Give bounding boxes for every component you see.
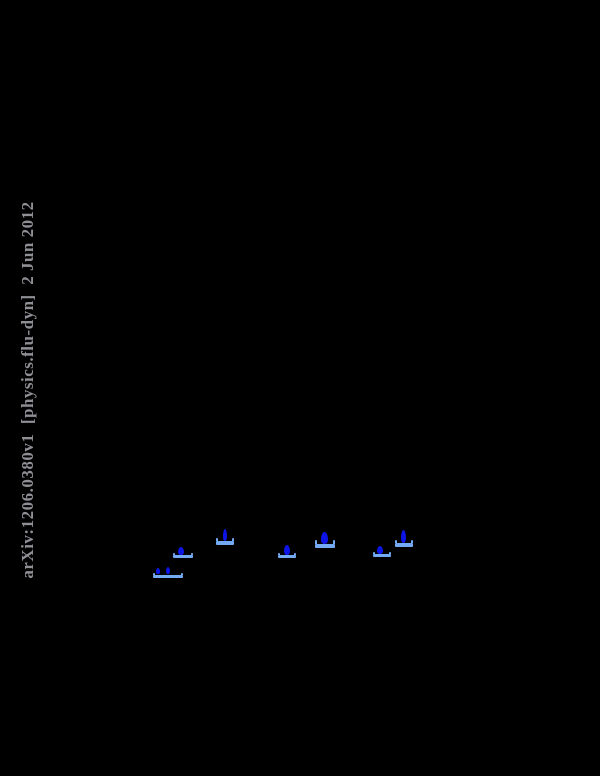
- falling-drop: [377, 546, 383, 554]
- meniscus-end: [173, 553, 175, 555]
- falling-drop: [401, 530, 406, 543]
- liquid-surface: [216, 541, 234, 545]
- meniscus-end: [315, 540, 317, 544]
- falling-drop: [284, 545, 290, 555]
- meniscus-end: [153, 573, 155, 575]
- liquid-surface: [278, 555, 296, 558]
- falling-drop: [156, 568, 160, 574]
- meniscus-end: [232, 538, 234, 541]
- liquid-surface: [153, 575, 183, 578]
- liquid-surface: [315, 544, 335, 548]
- meniscus-end: [411, 540, 413, 543]
- meniscus-end: [395, 540, 397, 543]
- meniscus-end: [373, 552, 375, 554]
- liquid-surface: [173, 555, 193, 558]
- meniscus-end: [216, 538, 218, 541]
- meniscus-end: [333, 540, 335, 544]
- meniscus-end: [389, 552, 391, 554]
- meniscus-end: [181, 573, 183, 575]
- falling-drop: [223, 529, 227, 541]
- falling-drop: [178, 547, 184, 555]
- meniscus-end: [294, 553, 296, 555]
- falling-drop: [166, 567, 170, 574]
- falling-drop: [321, 532, 328, 544]
- meniscus-end: [278, 553, 280, 555]
- liquid-surface: [373, 554, 391, 557]
- liquid-surface: [395, 543, 413, 547]
- meniscus-end: [191, 553, 193, 555]
